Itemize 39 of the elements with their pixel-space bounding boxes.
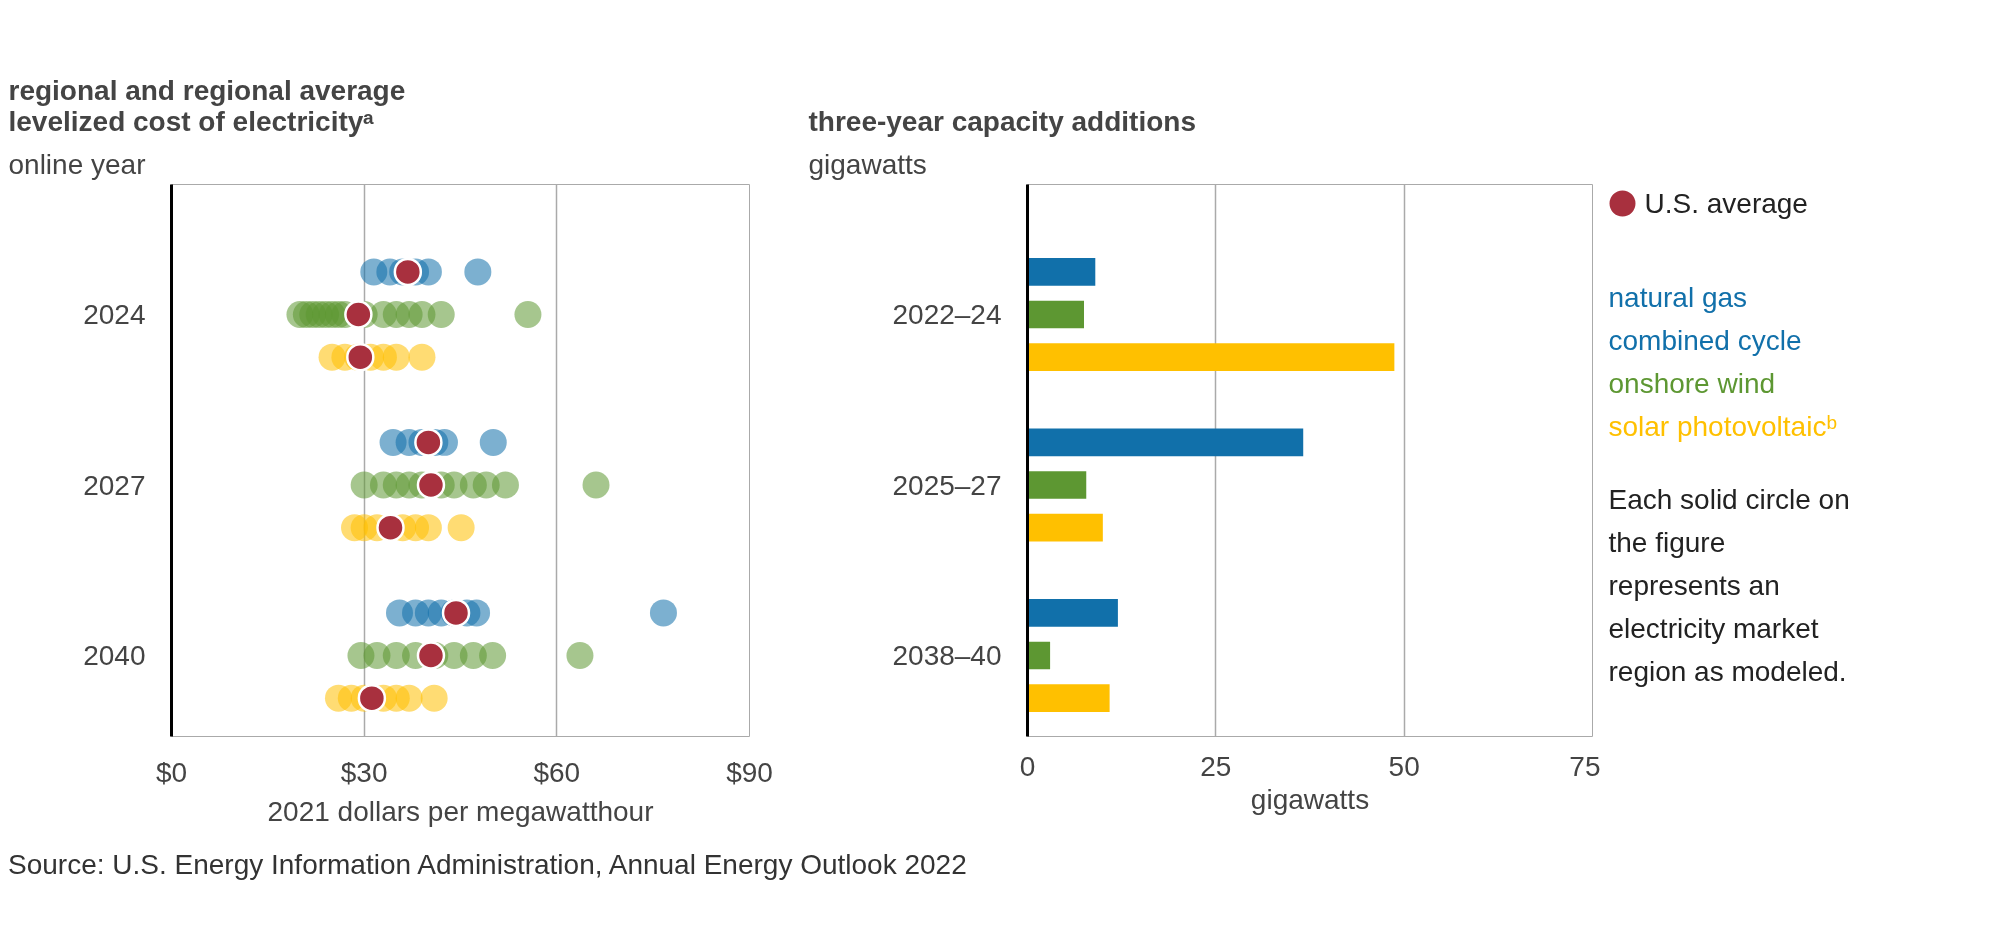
text: solar photovoltaicᵇ (1608, 411, 1837, 442)
x-tick-label: 75 (1569, 750, 1601, 782)
point (582, 471, 610, 499)
point (357, 683, 387, 713)
y-tick-label: 2027 (83, 469, 146, 501)
point (479, 642, 507, 669)
point (514, 301, 542, 328)
x-tick-label: 50 (1388, 750, 1420, 782)
x-tick-label: 25 (1200, 750, 1232, 782)
point (416, 470, 446, 500)
point (414, 428, 443, 457)
y-tick-label: 2025–27 (892, 469, 1002, 501)
x-tick-label: $0 (155, 756, 188, 788)
chart-title: three-year capacity additions (808, 105, 1196, 137)
y-tick-label: 2040 (83, 640, 146, 672)
y-tick-label: 2024 (83, 299, 146, 331)
text: gigawatts (1250, 783, 1370, 815)
x-tick-label: 0 (1019, 750, 1036, 782)
x-tick-label: $30 (340, 756, 388, 788)
x-axis-title: 2021 dollars per megawatthour (267, 795, 654, 827)
x-axis-title: gigawatts (808, 148, 927, 180)
point (566, 642, 594, 669)
point (491, 471, 519, 499)
text: onshore wind (1608, 368, 1776, 399)
point (344, 300, 373, 329)
chart-title: regional and regional average levelized cost of electricityᵃ (8, 74, 406, 137)
legend-label: U.S. average (1644, 188, 1808, 219)
point (427, 301, 455, 328)
chart-subtitle: online year (8, 148, 146, 180)
y-tick-label: 2022–24 (892, 299, 1002, 331)
text: natural gas combined cycle (1608, 282, 1802, 356)
x-tick-label: $90 (726, 756, 773, 788)
point (416, 641, 446, 670)
x-tick-label: $60 (533, 756, 581, 788)
text: Each solid circle on the figure represents an electricity market region as modeled. (1608, 484, 1850, 687)
point (376, 513, 405, 542)
point (393, 257, 423, 287)
y-tick-label: 2038–40 (892, 640, 1002, 672)
source-note: Source: U.S. Energy Information Administration, Annual Energy Outlook 2022 (8, 848, 967, 882)
